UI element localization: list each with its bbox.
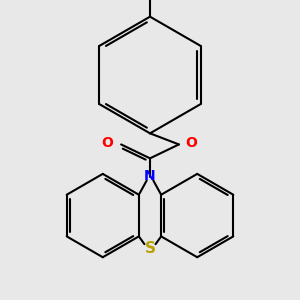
Text: N: N [144, 169, 156, 183]
Text: O: O [101, 136, 113, 150]
Text: O: O [186, 136, 197, 150]
Text: S: S [145, 241, 155, 256]
